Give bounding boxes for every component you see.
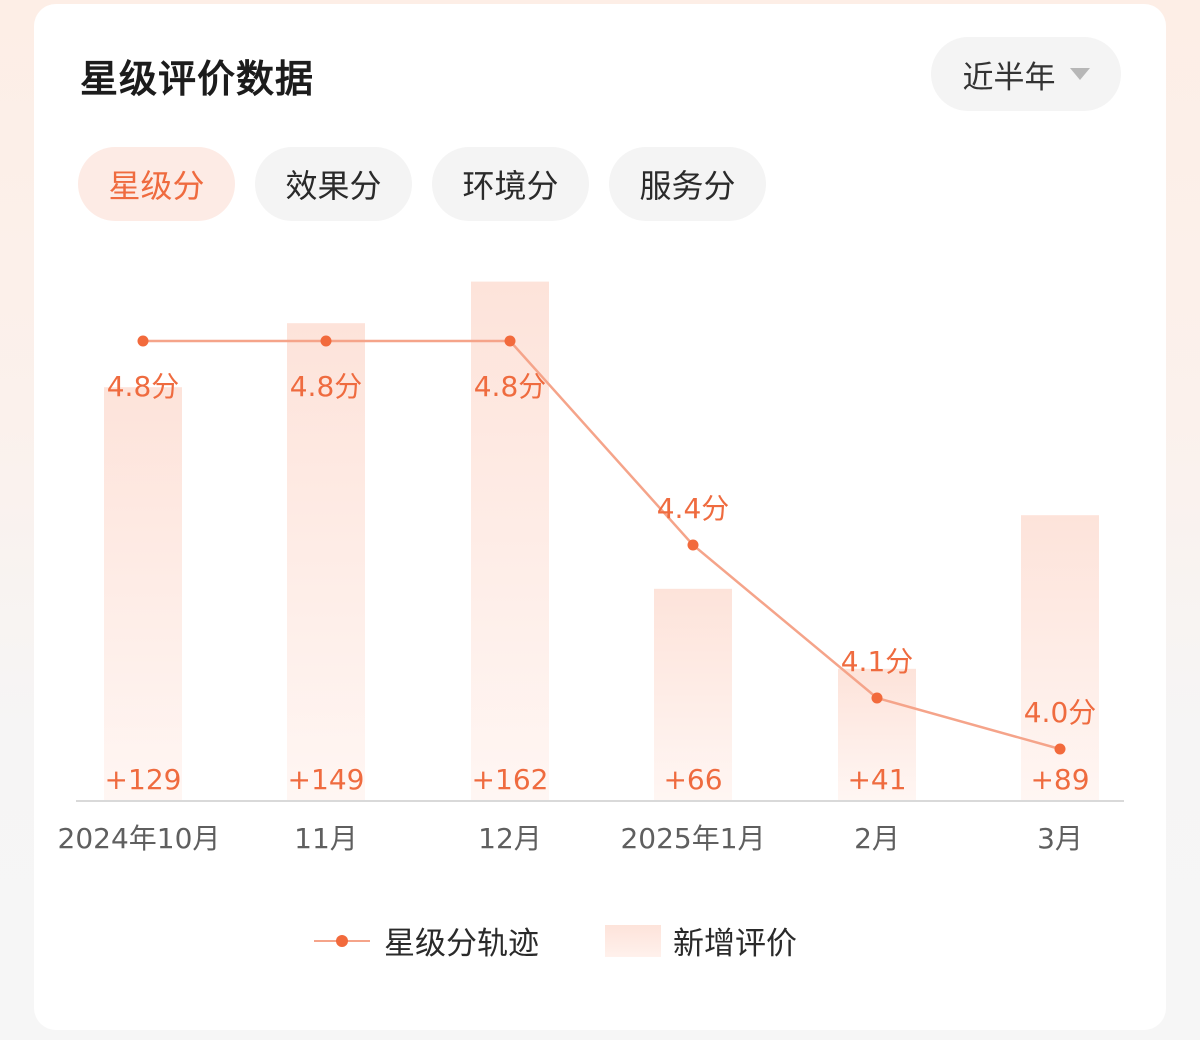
score-point (137, 335, 149, 347)
bar (104, 387, 182, 800)
score-value-label: 4.4分 (657, 492, 730, 525)
rating-card: 星级评价数据 近半年 星级分 效果分 环境分 服务分 (34, 4, 1166, 1030)
x-tick-label: 2025年1月 (620, 822, 765, 855)
score-point (871, 692, 883, 704)
score-tabs: 星级分 效果分 环境分 服务分 (78, 147, 766, 221)
chevron-down-icon (1069, 68, 1090, 80)
chart-legend: 星级分轨迹 新增评价 (314, 918, 797, 963)
score-value-label: 4.8分 (474, 370, 547, 403)
bar-value-label: +89 (1030, 763, 1089, 796)
score-point (504, 335, 516, 347)
score-value-label: 4.0分 (1024, 696, 1097, 729)
bar-value-label: +162 (472, 763, 549, 796)
score-point (320, 335, 332, 347)
legend-bar-label: 新增评价 (673, 926, 797, 962)
bar (287, 323, 365, 800)
x-tick-label: 2024年10月 (58, 822, 221, 855)
bar (1021, 515, 1099, 800)
period-selector[interactable]: 近半年 (931, 37, 1121, 111)
bar-value-label: +129 (105, 763, 182, 796)
period-label: 近半年 (962, 59, 1056, 96)
bar (838, 668, 916, 800)
legend-bar-swatch (605, 924, 661, 957)
x-tick-label: 12月 (478, 822, 542, 855)
bar-value-label: +149 (288, 763, 365, 796)
legend-line-marker (314, 934, 370, 947)
tab-environment-score[interactable]: 环境分 (432, 147, 589, 221)
score-value-label: 4.8分 (107, 370, 180, 403)
tab-effect-score[interactable]: 效果分 (255, 147, 412, 221)
x-tick-label: 2月 (854, 822, 900, 855)
score-value-label: 4.8分 (290, 370, 363, 403)
card-title: 星级评价数据 (80, 57, 315, 101)
score-point (687, 539, 699, 551)
bar (471, 281, 549, 801)
bar-value-label: +41 (847, 763, 906, 796)
score-line (143, 339, 1061, 751)
legend-line-label: 星级分轨迹 (384, 926, 539, 962)
tab-star-score[interactable]: 星级分 (78, 147, 235, 221)
bar-value-label: +66 (663, 763, 722, 796)
score-value-label: 4.1分 (841, 645, 914, 678)
x-tick-label: 3月 (1037, 822, 1083, 855)
x-tick-label: 11月 (294, 822, 358, 855)
bar (654, 588, 732, 800)
score-point (1054, 743, 1066, 755)
tab-service-score[interactable]: 服务分 (609, 147, 766, 221)
